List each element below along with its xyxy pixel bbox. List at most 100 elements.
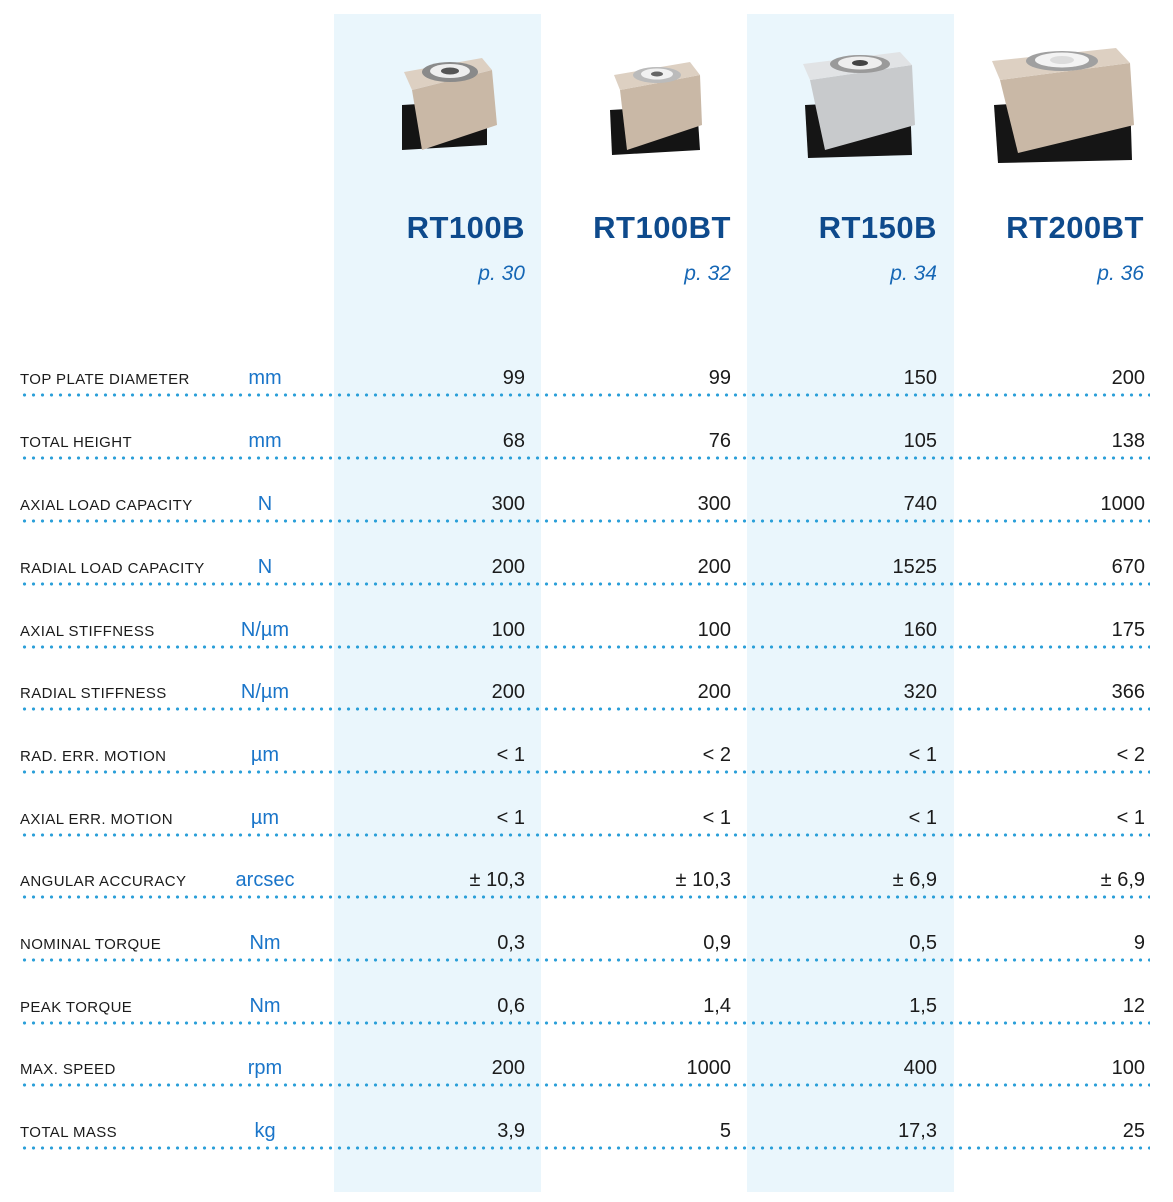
spec-value: 76 bbox=[708, 430, 731, 452]
spec-value: 0,6 bbox=[497, 995, 525, 1017]
spec-value: 175 bbox=[1111, 619, 1145, 641]
page-ref-rt100b[interactable]: p. 30 bbox=[478, 262, 525, 285]
spec-unit: N bbox=[257, 493, 273, 515]
spec-row: PEAK TORQUE Nm 0,6 1,4 1,5 12 bbox=[20, 962, 1150, 1025]
spec-label: AXIAL LOAD CAPACITY bbox=[20, 497, 193, 514]
spec-label: RAD. ERR. MOTION bbox=[20, 748, 167, 765]
spec-value: ± 6,9 bbox=[892, 869, 937, 891]
rotary-stage-rt200bt-icon bbox=[992, 48, 1134, 163]
spec-label: TOP PLATE DIAMETER bbox=[20, 371, 190, 388]
spec-row: ANGULAR ACCURACY arcsec ± 10,3 ± 10,3 ± 6,9 ±… bbox=[20, 836, 1150, 899]
spec-label: NOMINAL TORQUE bbox=[20, 936, 162, 953]
spec-value: 1000 bbox=[686, 1057, 732, 1079]
dotted-divider bbox=[20, 456, 1150, 460]
spec-value: ± 10,3 bbox=[675, 869, 731, 891]
spec-unit: rpm bbox=[247, 1057, 283, 1079]
spec-row: TOTAL HEIGHT mm 68 76 105 138 bbox=[20, 397, 1150, 460]
column-highlight-rt150b bbox=[747, 14, 954, 1192]
spec-value: < 1 bbox=[1116, 807, 1145, 829]
spec-value: 1,5 bbox=[909, 995, 937, 1017]
rotary-stage-rt100b-icon bbox=[402, 58, 497, 150]
spec-value: ± 6,9 bbox=[1100, 869, 1145, 891]
spec-value: < 2 bbox=[1116, 744, 1145, 766]
spec-label: TOTAL HEIGHT bbox=[20, 434, 133, 451]
spec-value: 3,9 bbox=[497, 1120, 525, 1142]
dotted-divider bbox=[20, 895, 1150, 899]
spec-unit: N bbox=[257, 556, 273, 578]
spec-value: < 1 bbox=[496, 744, 525, 766]
dotted-divider bbox=[20, 582, 1150, 586]
spec-value: 1525 bbox=[892, 556, 938, 578]
spec-label: AXIAL STIFFNESS bbox=[20, 623, 155, 640]
dotted-divider bbox=[20, 833, 1150, 837]
spec-value: ± 10,3 bbox=[469, 869, 525, 891]
spec-label: RADIAL LOAD CAPACITY bbox=[20, 560, 205, 577]
spec-unit: mm bbox=[248, 367, 282, 389]
spec-value: 150 bbox=[903, 367, 937, 389]
spec-value: 200 bbox=[491, 681, 525, 703]
spec-value: 99 bbox=[502, 367, 525, 389]
spec-unit: µm bbox=[250, 744, 280, 766]
dotted-divider bbox=[20, 645, 1150, 649]
page-ref-rt150b[interactable]: p. 34 bbox=[890, 262, 937, 285]
spec-value: < 1 bbox=[908, 807, 937, 829]
spec-label: PEAK TORQUE bbox=[20, 999, 133, 1016]
spec-value: 200 bbox=[697, 681, 731, 703]
spec-label: RADIAL STIFFNESS bbox=[20, 685, 167, 702]
spec-value: < 2 bbox=[702, 744, 731, 766]
spec-value: < 1 bbox=[908, 744, 937, 766]
spec-unit: arcsec bbox=[235, 869, 295, 891]
dotted-divider bbox=[20, 393, 1150, 397]
dotted-divider bbox=[20, 1021, 1150, 1025]
spec-label: TOTAL MASS bbox=[20, 1124, 118, 1141]
spec-row: RADIAL STIFFNESS N/µm 200 200 320 366 bbox=[20, 648, 1150, 711]
page-ref-rt200bt[interactable]: p. 36 bbox=[1097, 262, 1144, 285]
product-name-rt200bt: RT200BT bbox=[1006, 210, 1144, 245]
spec-unit: mm bbox=[248, 430, 282, 452]
product-name-rt100bt: RT100BT bbox=[593, 210, 731, 245]
spec-value: 12 bbox=[1122, 995, 1145, 1017]
spec-value: 200 bbox=[1111, 367, 1145, 389]
rotary-stage-rt150b-icon bbox=[803, 52, 915, 158]
product-name-rt100b: RT100B bbox=[406, 210, 525, 245]
column-highlight-rt100b bbox=[334, 14, 541, 1192]
spec-label: AXIAL ERR. MOTION bbox=[20, 811, 173, 828]
spec-row: MAX. SPEED rpm 200 1000 400 100 bbox=[20, 1024, 1150, 1087]
spec-value: 5 bbox=[719, 1120, 731, 1142]
rotary-stage-rt100bt-icon bbox=[610, 62, 702, 155]
spec-row: TOP PLATE DIAMETER mm 99 99 150 200 bbox=[20, 334, 1150, 397]
spec-value: 17,3 bbox=[898, 1120, 937, 1142]
spec-value: 200 bbox=[491, 1057, 525, 1079]
spec-label: MAX. SPEED bbox=[20, 1061, 116, 1078]
dotted-divider bbox=[20, 707, 1150, 711]
spec-value: < 1 bbox=[496, 807, 525, 829]
spec-value: 1000 bbox=[1100, 493, 1146, 515]
spec-value: 300 bbox=[491, 493, 525, 515]
product-name-rt150b: RT150B bbox=[818, 210, 937, 245]
spec-value: 1,4 bbox=[703, 995, 731, 1017]
spec-value: 740 bbox=[903, 493, 937, 515]
spec-value: 100 bbox=[697, 619, 731, 641]
dotted-divider bbox=[20, 770, 1150, 774]
spec-unit: Nm bbox=[249, 932, 281, 954]
page-ref-rt100bt[interactable]: p. 32 bbox=[684, 262, 731, 285]
spec-row: AXIAL STIFFNESS N/µm 100 100 160 175 bbox=[20, 586, 1150, 649]
spec-value: 0,5 bbox=[909, 932, 937, 954]
spec-value: 300 bbox=[697, 493, 731, 515]
spec-value: 100 bbox=[1111, 1057, 1145, 1079]
spec-row: AXIAL LOAD CAPACITY N 300 300 740 1000 bbox=[20, 460, 1150, 523]
spec-value: 160 bbox=[903, 619, 937, 641]
spec-unit: Nm bbox=[249, 995, 281, 1017]
dotted-divider bbox=[20, 1146, 1150, 1150]
spec-unit: µm bbox=[250, 807, 280, 829]
spec-value: 320 bbox=[903, 681, 937, 703]
spec-label: ANGULAR ACCURACY bbox=[20, 873, 187, 890]
spec-row: RAD. ERR. MOTION µm < 1 < 2 < 1 < 2 bbox=[20, 711, 1150, 774]
spec-value: 0,3 bbox=[497, 932, 525, 954]
spec-value: 99 bbox=[708, 367, 731, 389]
spec-value: 670 bbox=[1111, 556, 1145, 578]
spec-unit: N/µm bbox=[240, 681, 290, 703]
spec-value: 400 bbox=[903, 1057, 937, 1079]
spec-value: 366 bbox=[1111, 681, 1145, 703]
spec-value: 9 bbox=[1133, 932, 1145, 954]
